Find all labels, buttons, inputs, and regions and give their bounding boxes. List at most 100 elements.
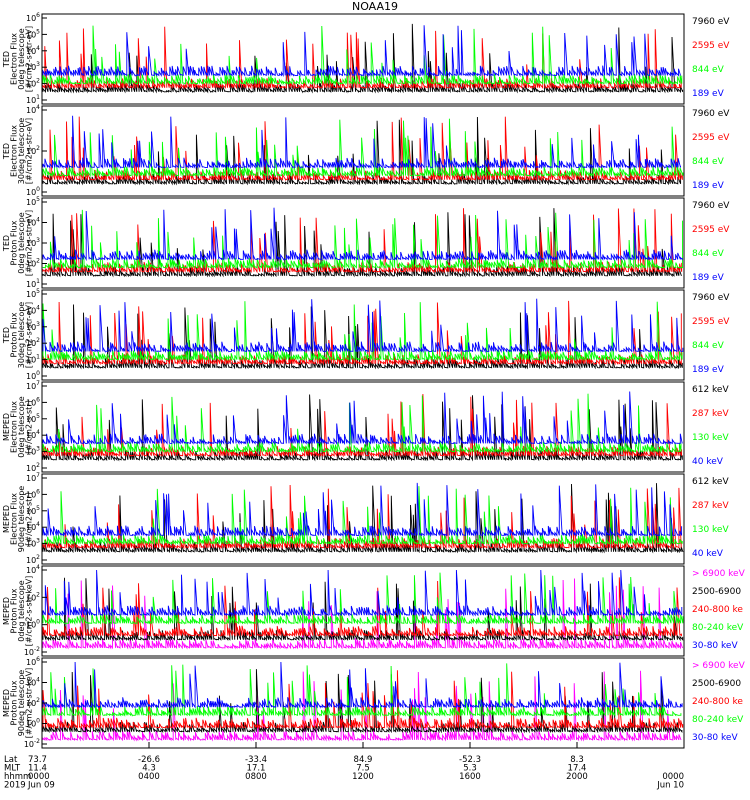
legend-entry: 189 eV xyxy=(692,181,725,191)
legend-entry: 844 eV xyxy=(692,341,725,351)
y-tick-label: 105 xyxy=(26,28,40,39)
x-tick-label: 0000 xyxy=(662,772,684,782)
y-axis-label: TED xyxy=(2,143,11,160)
y-axis-label: TED xyxy=(2,327,11,344)
trace--6900-kev xyxy=(42,670,682,742)
x-tick-label: 8.3 xyxy=(570,755,584,765)
y-axis-label: 90deg telescope xyxy=(17,670,26,737)
x-row-label: MLT xyxy=(4,764,21,774)
trace-189-ev xyxy=(42,115,681,170)
trace-844-ev xyxy=(42,118,684,178)
trace-7960-ev xyxy=(42,116,682,186)
y-axis-label: TED xyxy=(2,235,11,252)
trace-80-240-kev xyxy=(42,663,682,718)
legend-entry: 240-800 ke xyxy=(692,605,743,615)
x-tick-label: 1200 xyxy=(352,772,374,782)
y-tick-label: 104 xyxy=(26,429,40,440)
trace-612-kev xyxy=(42,483,684,554)
trace-80-240-kev xyxy=(42,572,684,626)
y-axis-label: [#/cm2-s-str] xyxy=(25,400,34,453)
y-tick-label: 106 xyxy=(26,488,40,499)
y-tick-label: 101 xyxy=(26,278,40,289)
y-tick-label: 102 xyxy=(26,337,40,348)
x-row-label: Lat xyxy=(4,755,18,765)
x-tick-label: 11.4 xyxy=(28,764,47,774)
y-axis-label: Proton Flux xyxy=(10,312,19,357)
legend-entry: 2595 eV xyxy=(692,317,730,327)
x-tick-label: 1600 xyxy=(459,772,481,782)
y-tick-label: 102 xyxy=(26,591,40,602)
y-axis-label: 90deg telescope xyxy=(17,486,26,553)
trace-40-kev xyxy=(42,482,683,538)
x-tick-label: 17.4 xyxy=(568,764,587,774)
y-tick-label: 104 xyxy=(26,104,40,115)
legend-entry: 40 keV xyxy=(692,549,724,559)
legend-entry: 189 eV xyxy=(692,273,725,283)
y-tick-label: 103 xyxy=(26,61,40,72)
x-row-label: 2019 xyxy=(4,781,26,791)
y-tick-label: 100 xyxy=(26,619,40,630)
y-axis-label: MEPED xyxy=(2,413,11,441)
y-axis-label: Electron Flux xyxy=(10,401,19,453)
trace-130-kev xyxy=(42,486,683,546)
trace-240-800-ke xyxy=(42,577,682,638)
x-tick-label: -33.4 xyxy=(245,755,267,765)
y-tick-label: 105 xyxy=(26,288,40,299)
legend-entry: 612 keV xyxy=(692,385,729,395)
y-axis-label: [#/cm2-s-str-eV] xyxy=(25,118,34,184)
y-axis-label: [#/cm2-s-str-eV] xyxy=(25,210,34,276)
y-tick-label: 106 xyxy=(26,396,40,407)
x-tick-label: 2000 xyxy=(566,772,588,782)
x-tick-label: Jun 10 xyxy=(656,781,684,791)
y-tick-label: 106 xyxy=(26,12,40,23)
trace-2500-6900 xyxy=(42,577,684,642)
y-axis-label: [#/cm2-s-str] xyxy=(25,492,34,545)
trace-2595-ev xyxy=(42,26,682,90)
y-tick-label: 102 xyxy=(26,78,40,89)
x-tick-label: Jun 09 xyxy=(27,781,55,791)
legend-entry: 844 eV xyxy=(692,65,725,75)
x-tick-label: 4.3 xyxy=(142,764,156,774)
x-tick-label: 17.1 xyxy=(247,764,266,774)
legend-entry: 189 eV xyxy=(692,89,725,99)
y-axis-label: Proton Flux xyxy=(10,588,19,633)
y-tick-label: 107 xyxy=(26,472,40,483)
trace-189-ev xyxy=(42,298,684,354)
x-tick-label: 73.7 xyxy=(28,755,47,765)
y-tick-label: 100 xyxy=(26,370,40,381)
x-tick-label: 5.3 xyxy=(463,764,477,774)
legend-entry: 2595 eV xyxy=(692,225,730,235)
trace-30-80-kev xyxy=(42,661,683,709)
trace-844-ev xyxy=(42,25,683,86)
legend-entry: 844 eV xyxy=(692,157,725,167)
y-tick-label: 102 xyxy=(26,145,40,156)
y-axis-label: MEPED xyxy=(2,689,11,717)
legend-entry: 130 keV xyxy=(692,525,729,535)
trace-30-80-kev xyxy=(42,569,683,617)
y-tick-label: 104 xyxy=(26,304,40,315)
legend-entry: > 6900 keV xyxy=(692,569,746,579)
trace-2500-6900 xyxy=(42,669,683,734)
y-tick-label: 102 xyxy=(26,554,40,565)
y-tick-label: 104 xyxy=(26,45,40,56)
trace--6900-kev xyxy=(42,578,683,650)
trace-844-ev xyxy=(42,301,683,362)
y-tick-label: 103 xyxy=(26,446,40,457)
x-tick-label: 0800 xyxy=(245,772,267,782)
legend-entry: 7960 eV xyxy=(692,201,730,211)
x-tick-label: -52.3 xyxy=(459,755,481,765)
y-tick-label: 107 xyxy=(26,380,40,391)
trace-130-kev xyxy=(42,393,682,454)
y-tick-label: 102 xyxy=(26,258,40,269)
y-axis-label: Proton Flux xyxy=(10,220,19,265)
legend-entry: 287 keV xyxy=(692,409,729,419)
legend-entry: 7960 eV xyxy=(692,293,730,303)
x-tick-label: 0000 xyxy=(28,772,50,782)
legend-entry: 30-80 keV xyxy=(692,641,738,651)
y-tick-label: 100 xyxy=(26,718,40,729)
trace-844-ev xyxy=(42,209,683,270)
